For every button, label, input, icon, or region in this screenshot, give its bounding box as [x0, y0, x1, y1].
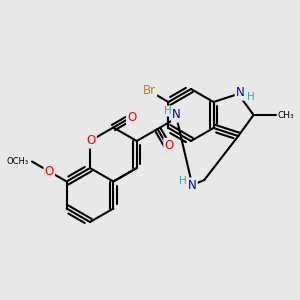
Text: Br: Br: [143, 83, 156, 97]
Text: N: N: [188, 178, 197, 191]
Text: O: O: [86, 134, 96, 148]
Text: H: H: [164, 106, 172, 116]
Text: O: O: [164, 139, 174, 152]
Text: OCH₃: OCH₃: [7, 157, 29, 166]
Text: CH₃: CH₃: [278, 110, 294, 119]
Text: H: H: [179, 176, 187, 186]
Text: H: H: [247, 92, 255, 102]
Text: N: N: [172, 109, 181, 122]
Text: O: O: [45, 165, 54, 178]
Text: N: N: [236, 86, 244, 100]
Text: O: O: [127, 111, 136, 124]
